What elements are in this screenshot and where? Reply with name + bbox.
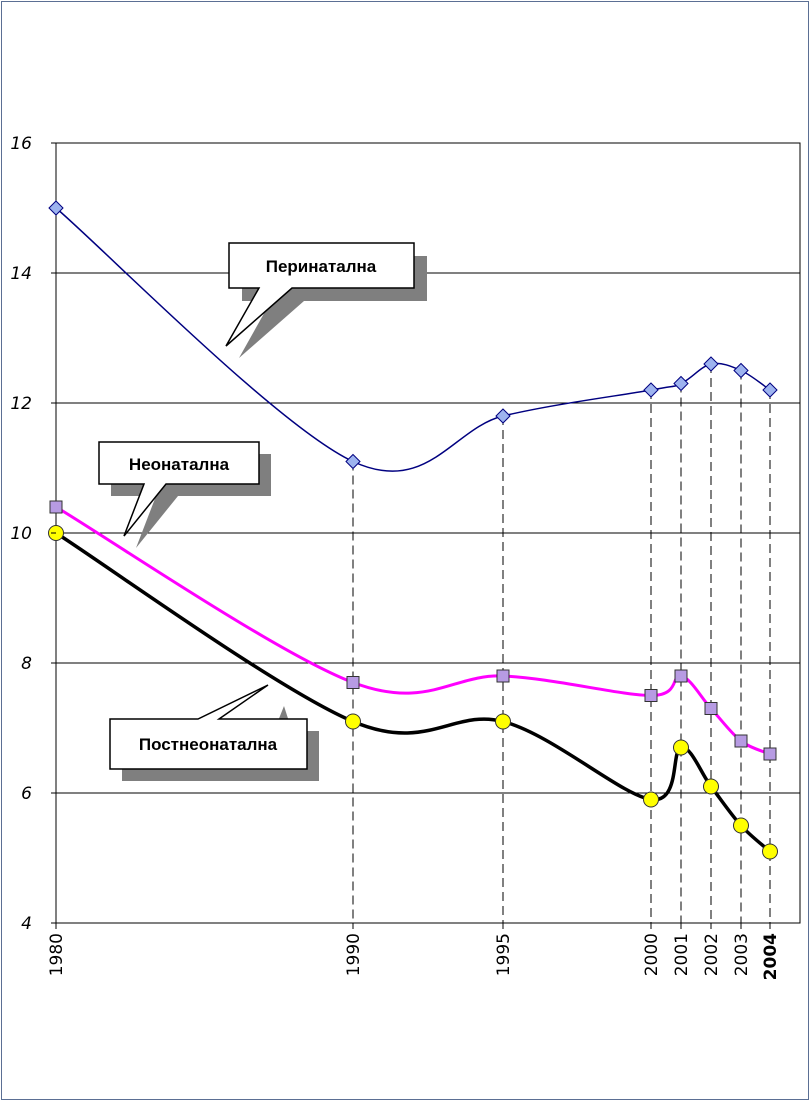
callout-perinatal-box xyxy=(225,242,415,347)
series-2-point-1995 xyxy=(495,713,511,730)
y-tick-label-8: 8 xyxy=(21,654,32,674)
series-0-point-2004 xyxy=(762,382,778,398)
drop-lines xyxy=(352,364,771,923)
x-tick-label-1980: 1980 xyxy=(47,933,67,976)
x-tick-label-1995: 1995 xyxy=(494,933,514,976)
series-2-point-2002 xyxy=(703,778,719,795)
series-line-2 xyxy=(54,531,772,854)
series-layer xyxy=(54,207,772,854)
series-line-0 xyxy=(55,207,771,472)
series-0-point-1990 xyxy=(345,453,361,470)
series-2-point-2000 xyxy=(643,791,659,808)
series-2-point-2001 xyxy=(673,739,689,756)
y-tick-label-14: 14 xyxy=(10,264,32,284)
y-tick-label-10: 10 xyxy=(10,524,32,544)
x-tick-label-2000: 2000 xyxy=(642,933,662,976)
series-1-point-2001 xyxy=(674,669,688,683)
series-1-point-1980 xyxy=(49,500,63,514)
series-0-point-1980 xyxy=(48,200,64,216)
callout-neonatal: Неонатална xyxy=(98,441,271,548)
series-1-point-2002 xyxy=(704,702,718,715)
y-tick-label-6: 6 xyxy=(21,784,32,804)
y-tick-label-4: 4 xyxy=(21,914,32,934)
series-1-point-1995 xyxy=(496,669,510,683)
series-0-point-1995 xyxy=(495,408,511,424)
series-0-point-2003 xyxy=(733,362,749,379)
series-0-point-2001 xyxy=(673,375,689,392)
series-0-point-2000 xyxy=(643,382,659,398)
series-1-point-1990 xyxy=(346,676,360,689)
series-1-point-2004 xyxy=(763,747,777,761)
x-tick-label-2004: 2004 xyxy=(761,933,781,980)
callout-postneonatal-box xyxy=(109,684,308,770)
y-tick-label-12: 12 xyxy=(10,394,32,414)
callout-perinatal: Перинатална xyxy=(225,242,427,358)
x-tick-label-2002: 2002 xyxy=(702,933,722,976)
x-tick-label-2001: 2001 xyxy=(672,933,692,976)
callout-neonatal-box xyxy=(98,441,260,537)
series-0-point-2002 xyxy=(703,356,719,372)
series-2-point-1990 xyxy=(345,713,361,730)
x-tick-label-2003: 2003 xyxy=(732,933,752,976)
callout-perinatal-label: Перинатална xyxy=(266,257,377,276)
series-1-point-2003 xyxy=(734,734,748,748)
series-1-point-2000 xyxy=(644,689,658,702)
axis-layer: 4 6 8 10 12 14 16 1980 1990 1995 2000 2001 2002 2003 2… xyxy=(10,134,781,980)
x-tick-label-1990: 1990 xyxy=(344,933,364,976)
series-2-point-2004 xyxy=(762,843,778,860)
callout-postneonatal-label: Постнеонатална xyxy=(139,735,278,754)
callout-postneonatal: Постнеонатална xyxy=(109,684,319,781)
series-2-point-2003 xyxy=(733,817,749,834)
callout-neonatal-label: Неонатална xyxy=(129,455,230,474)
grid-layer xyxy=(56,272,800,794)
marker-layer xyxy=(48,200,778,860)
y-tick-label-16: 16 xyxy=(10,134,32,154)
series-line-1 xyxy=(54,505,772,756)
